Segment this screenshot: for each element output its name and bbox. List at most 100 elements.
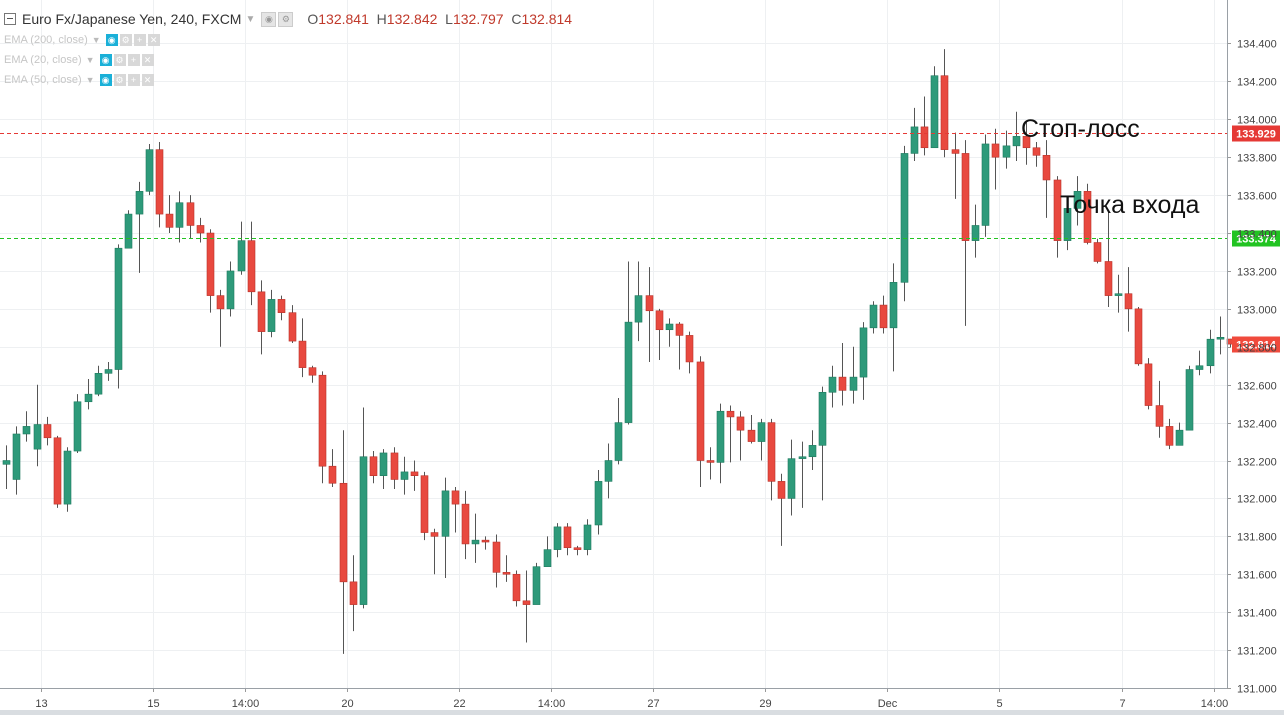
candle-body bbox=[798, 456, 807, 459]
chevron-down-icon[interactable]: ▼ bbox=[91, 35, 101, 45]
candle-body bbox=[736, 416, 745, 431]
candle-body bbox=[910, 126, 919, 154]
y-tick-label: 131.600 bbox=[1237, 570, 1277, 582]
candle-body bbox=[53, 437, 62, 505]
candle-body bbox=[808, 445, 817, 458]
y-tick-label: 132.000 bbox=[1237, 494, 1277, 506]
candle-body bbox=[1073, 191, 1082, 209]
high-label: H bbox=[376, 11, 387, 27]
candle-body bbox=[920, 126, 929, 149]
candle-body bbox=[1104, 261, 1113, 296]
high-value: 132.842 bbox=[386, 11, 438, 27]
x-tick-label: 14:00 bbox=[1201, 698, 1229, 710]
x-tick-label: 5 bbox=[996, 698, 1002, 710]
settings-icon[interactable]: ⚙ bbox=[278, 11, 294, 27]
indicator-row-ema50[interactable]: EMA (50, close) ▼ ◉ ⚙ + ✕ bbox=[4, 72, 156, 88]
candle-body bbox=[624, 321, 633, 423]
candle-body bbox=[665, 323, 674, 331]
y-tick-label: 131.200 bbox=[1237, 646, 1277, 658]
y-tick-label: 133.800 bbox=[1237, 153, 1277, 165]
candle-body bbox=[12, 433, 21, 480]
candle-body bbox=[828, 376, 837, 393]
last-price-tag bbox=[1232, 336, 1280, 353]
candle-body bbox=[512, 573, 521, 602]
x-tick-label: 27 bbox=[647, 698, 659, 710]
candle-body bbox=[502, 572, 511, 575]
plus-icon[interactable]: + bbox=[127, 54, 140, 66]
candle-body bbox=[22, 426, 31, 435]
candle-body bbox=[930, 75, 939, 149]
y-tick-label: 133.600 bbox=[1237, 191, 1277, 203]
candle-body bbox=[900, 153, 909, 283]
candle-body bbox=[84, 393, 93, 403]
candle-body bbox=[390, 452, 399, 480]
y-tick-label: 132.400 bbox=[1237, 419, 1277, 431]
candle-body bbox=[114, 247, 123, 370]
entry-price-label: 133.374 bbox=[1236, 234, 1277, 246]
chevron-down-icon[interactable]: ▼ bbox=[85, 75, 95, 85]
y-tick-label: 132.600 bbox=[1237, 381, 1277, 393]
candle-body bbox=[675, 323, 684, 336]
chart-header: Euro Fx/Japanese Yen, 240, FXCM ▼ ◉ ⚙ O1… bbox=[4, 9, 572, 29]
eye-icon[interactable]: ◉ bbox=[105, 34, 118, 46]
candle-body bbox=[716, 410, 725, 463]
candle-body bbox=[2, 460, 11, 465]
settings-icon[interactable]: ⚙ bbox=[113, 74, 126, 86]
eye-icon[interactable]: ◉ bbox=[261, 11, 277, 27]
eye-icon[interactable]: ◉ bbox=[99, 54, 112, 66]
candle-body bbox=[441, 490, 450, 537]
candle-body bbox=[757, 422, 766, 442]
x-tick-label: 14:00 bbox=[232, 698, 260, 710]
candle-body bbox=[145, 149, 154, 192]
candle-body bbox=[124, 213, 133, 249]
candle-body bbox=[43, 424, 52, 439]
close-icon[interactable]: ✕ bbox=[141, 74, 154, 86]
candle-body bbox=[349, 581, 358, 605]
close-value: 132.814 bbox=[521, 11, 573, 27]
candle-body bbox=[247, 240, 256, 293]
settings-icon[interactable]: ⚙ bbox=[113, 54, 126, 66]
chevron-down-icon[interactable]: ▼ bbox=[85, 55, 95, 65]
candle-body bbox=[492, 541, 501, 573]
candle-body bbox=[186, 202, 195, 226]
eye-icon[interactable]: ◉ bbox=[99, 74, 112, 86]
plus-icon[interactable]: + bbox=[127, 74, 140, 86]
plus-icon[interactable]: + bbox=[133, 34, 146, 46]
candle-body bbox=[645, 295, 654, 312]
price-lines: 133.929 133.374 132.814 bbox=[0, 125, 1280, 353]
candle-body bbox=[971, 225, 980, 241]
indicator-row-ema200[interactable]: EMA (200, close) ▼ ◉ ⚙ + ✕ bbox=[4, 32, 162, 48]
candle-body bbox=[655, 310, 664, 331]
close-icon[interactable]: ✕ bbox=[141, 54, 154, 66]
y-tick-label: 131.800 bbox=[1237, 532, 1277, 544]
candle-body bbox=[1114, 293, 1123, 296]
candle-body bbox=[104, 369, 113, 374]
candle-body bbox=[420, 475, 429, 533]
stop-loss-price-label: 133.929 bbox=[1236, 129, 1276, 141]
collapse-icon[interactable] bbox=[4, 13, 16, 25]
grid bbox=[0, 0, 1227, 689]
symbol-title[interactable]: Euro Fx/Japanese Yen, 240, FXCM bbox=[22, 11, 242, 27]
candle-body bbox=[706, 460, 715, 463]
candle-body bbox=[481, 539, 490, 543]
candle-body bbox=[859, 327, 868, 378]
candle-body bbox=[237, 240, 246, 272]
candle-body bbox=[869, 304, 878, 329]
chevron-down-icon[interactable]: ▼ bbox=[245, 13, 256, 25]
candle-body bbox=[277, 299, 286, 313]
candle-body bbox=[1195, 365, 1204, 370]
candle-body bbox=[1134, 308, 1143, 365]
y-tick-label: 134.000 bbox=[1237, 115, 1277, 127]
x-tick-label: 20 bbox=[341, 698, 353, 710]
candle-body bbox=[553, 526, 562, 550]
close-label: C bbox=[511, 11, 522, 27]
indicator-row-ema20[interactable]: EMA (20, close) ▼ ◉ ⚙ + ✕ bbox=[4, 52, 156, 68]
candle-body bbox=[1032, 147, 1041, 156]
candle-body bbox=[451, 490, 460, 505]
close-icon[interactable]: ✕ bbox=[147, 34, 160, 46]
entry-point-annotation: Точка входа bbox=[1060, 191, 1200, 219]
candle-body bbox=[73, 401, 82, 452]
settings-icon[interactable]: ⚙ bbox=[119, 34, 132, 46]
candle-body bbox=[175, 202, 184, 228]
